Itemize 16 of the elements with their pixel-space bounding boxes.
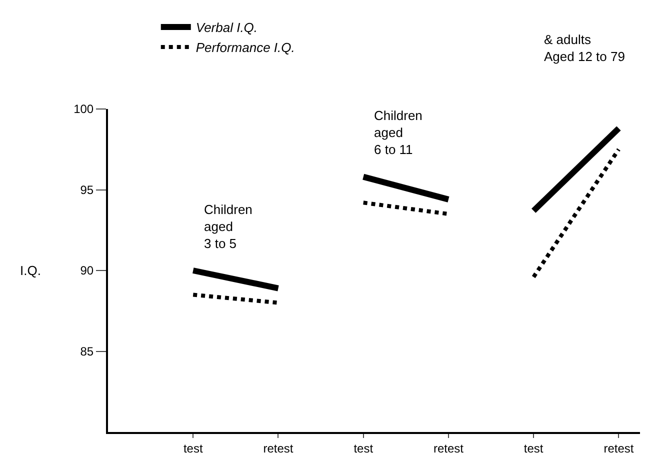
x-tick-label: test (354, 441, 374, 456)
annotation: Children aged 3 to 5 (204, 202, 252, 251)
x-tick-label: retest (433, 441, 464, 456)
y-axis-title: I.Q. (20, 263, 41, 278)
text: & adults Aged 12 to 79 (544, 32, 625, 64)
y-tick-label: 95 (80, 182, 94, 197)
y-tick-label: 85 (80, 344, 94, 358)
y-tick-label: 90 (80, 264, 94, 278)
x-tick-label: test (183, 441, 204, 456)
legend-label: Performance I.Q. (196, 40, 295, 56)
legend-label: Verbal I.Q. (196, 20, 258, 36)
x-tick-label: retest (604, 441, 634, 456)
x-tick-label: retest (263, 441, 294, 456)
annotation: Children aged 6 to 11 (374, 108, 422, 157)
y-tick-label: 100 (74, 102, 94, 116)
x-tick-label: test (524, 441, 544, 456)
